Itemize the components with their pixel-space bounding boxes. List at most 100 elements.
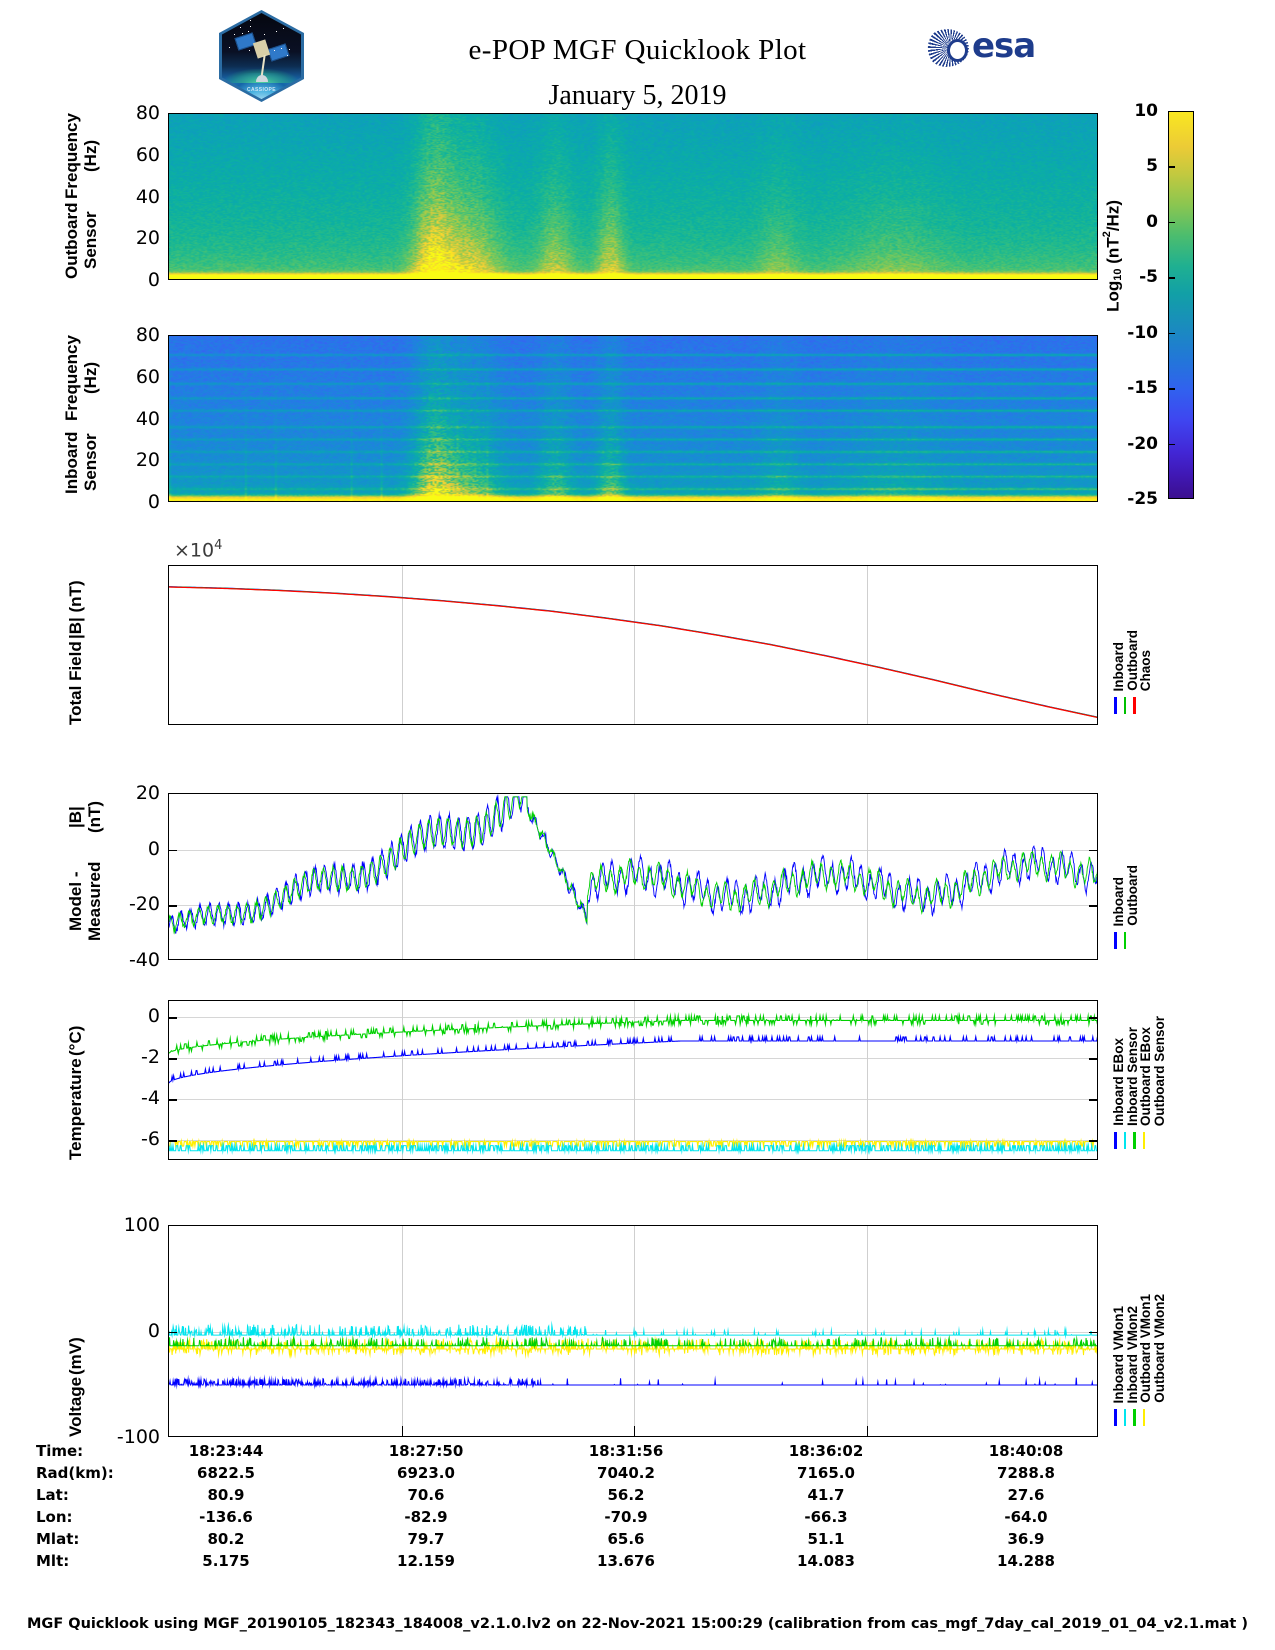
axes-outboard-spectrogram — [168, 113, 1098, 280]
y-tick-mark — [169, 1058, 177, 1060]
table-cell: 18:31:56 — [588, 1442, 664, 1460]
legend-swatch — [1133, 1132, 1136, 1149]
y-tick-label: 20 — [135, 782, 160, 804]
table-cell: -66.3 — [804, 1508, 848, 1526]
y-tick-label: -100 — [116, 1426, 160, 1448]
table-row: Lon: -136.6 -82.9 -70.9 -66.3 -64.0 — [36, 1506, 1126, 1528]
table-cell: 18:27:50 — [388, 1442, 464, 1460]
star-decoration — [281, 48, 282, 49]
mission-logo-caption: CASSIOPE — [246, 87, 277, 93]
epop-mission-logo: CASSIOPE — [219, 10, 304, 102]
y-axis-label-line2: (°C) — [66, 1025, 85, 1057]
table-row: Mlat: 80.2 79.7 65.6 51.1 36.9 — [36, 1528, 1126, 1550]
star-decoration — [235, 17, 236, 18]
spectrogram-image-inboard-spectrogram — [169, 336, 1097, 501]
table-cell: 7288.8 — [997, 1464, 1055, 1482]
colorbar-tick-label: -15 — [1127, 378, 1158, 399]
series-canvas — [169, 566, 1097, 724]
star-decoration — [274, 50, 275, 51]
star-decoration — [248, 31, 249, 32]
legend-label: Inboard Sensor — [1124, 1026, 1140, 1126]
legend-label: Chaos — [1138, 649, 1153, 691]
multiplier-base: ×10 — [174, 539, 215, 562]
star-decoration — [275, 16, 276, 17]
y-tick-label: -40 — [128, 949, 160, 971]
y-tick-mark-right — [1089, 1017, 1097, 1019]
legend-label: Outboard — [1124, 865, 1140, 926]
table-row-label: Mlat: — [36, 1530, 80, 1548]
y-tick-mark-right — [1089, 1140, 1097, 1142]
y-tick-label: 20 — [135, 227, 160, 250]
y-axis-label-line1: Total Field — [66, 641, 85, 725]
legend-label: Outboard EBox — [1138, 1026, 1153, 1126]
legend-label: Outboard VMon1 — [1138, 1294, 1153, 1403]
colorbar-label-units-sup: 2 — [1101, 231, 1113, 238]
y-tick-mark — [169, 1140, 177, 1142]
colorbar-tick-label: -20 — [1127, 433, 1158, 454]
y-tick-label: -4 — [141, 1087, 160, 1110]
table-cell: 18:40:08 — [988, 1442, 1064, 1460]
y-axis-label-line2: |B| (nT) — [66, 800, 105, 833]
esa-logo: esa — [925, 26, 1043, 69]
axes-voltage — [168, 1225, 1098, 1437]
y-axis-label-line1: Inboard Sensor — [62, 431, 101, 494]
legend-swatches — [1114, 697, 1136, 714]
legend-label: Outboard — [1124, 630, 1140, 691]
table-cell: 27.6 — [1007, 1486, 1045, 1504]
star-decoration — [250, 26, 251, 27]
y-tick-label: 60 — [135, 365, 160, 388]
y-tick-label: -20 — [128, 893, 160, 916]
series-canvas — [169, 1226, 1097, 1436]
table-cell: 18:36:02 — [788, 1442, 864, 1460]
star-decoration — [289, 49, 290, 50]
y-axis-label-line1: Model - Measured — [66, 861, 105, 942]
x-tick-mark — [634, 1426, 636, 1436]
axes-inboard-spectrogram — [168, 335, 1098, 502]
colorbar-tick-label: 5 — [1146, 156, 1158, 177]
y-tick-mark-right — [1089, 849, 1097, 852]
table-cell: 56.2 — [607, 1486, 645, 1504]
legend-label: Inboard EBox — [1111, 1038, 1126, 1126]
series-layer-voltage — [169, 1226, 1097, 1436]
y-tick-mark — [169, 905, 177, 907]
esa-dot-icon — [947, 39, 968, 62]
colorbar-tick-label: 10 — [1134, 101, 1158, 121]
legend-label: Inboard VMon1 — [1111, 1305, 1126, 1404]
axes-temperature — [168, 1000, 1098, 1160]
colorbar-tick-mark — [1168, 443, 1175, 446]
axes-model-minus-measured — [168, 793, 1098, 960]
y-tick-mark — [169, 1099, 177, 1101]
legend-label: Inboard — [1111, 876, 1126, 927]
legend-swatch — [1123, 1132, 1126, 1149]
colorbar-tick-mark — [1168, 332, 1175, 335]
y-tick-label: 0 — [147, 269, 160, 291]
y-axis-label-outboard-spectrogram: Outboard Sensor Frequency (Hz) — [62, 113, 100, 280]
legend-swatches — [1114, 1409, 1145, 1426]
y-axis-label-temperature: Temperature (°C) — [66, 1000, 85, 1160]
y-tick-mark-right — [1089, 1099, 1097, 1101]
legend-swatch — [1114, 1409, 1117, 1426]
legend-swatches — [1114, 1132, 1145, 1149]
axes-total-field — [168, 565, 1098, 725]
x-tick-mark — [866, 1426, 868, 1436]
y-tick-mark-right — [1089, 1332, 1097, 1334]
y-tick-label: 0 — [147, 1005, 160, 1028]
table-row: Time: 18:23:44 18:27:50 18:31:56 18:36:02 18:… — [36, 1440, 1126, 1462]
ephemeris-table-element: Time: 18:23:44 18:27:50 18:31:56 18:36:02 18:… — [36, 1440, 1126, 1572]
colorbar — [1168, 111, 1194, 499]
table-cell: 14.083 — [797, 1552, 855, 1570]
colorbar-label-units-a: (nT — [1103, 237, 1123, 269]
table-cell: 51.1 — [807, 1530, 845, 1548]
y-tick-label: 40 — [135, 407, 160, 430]
table-cell: 18:23:44 — [188, 1442, 264, 1460]
table-cell: -64.0 — [1004, 1508, 1048, 1526]
y-axis-multiplier: ×104 — [174, 538, 222, 561]
star-decoration — [250, 20, 251, 21]
y-tick-label: 80 — [135, 102, 160, 124]
legend-swatch — [1114, 697, 1117, 714]
y-axis-label-inboard-spectrogram: Inboard Sensor Frequency (Hz) — [62, 335, 100, 502]
colorbar-tick-label: -25 — [1127, 489, 1158, 509]
legend-swatch — [1114, 1132, 1117, 1149]
legend-swatch — [1123, 932, 1126, 949]
table-cell: 14.288 — [997, 1552, 1055, 1570]
